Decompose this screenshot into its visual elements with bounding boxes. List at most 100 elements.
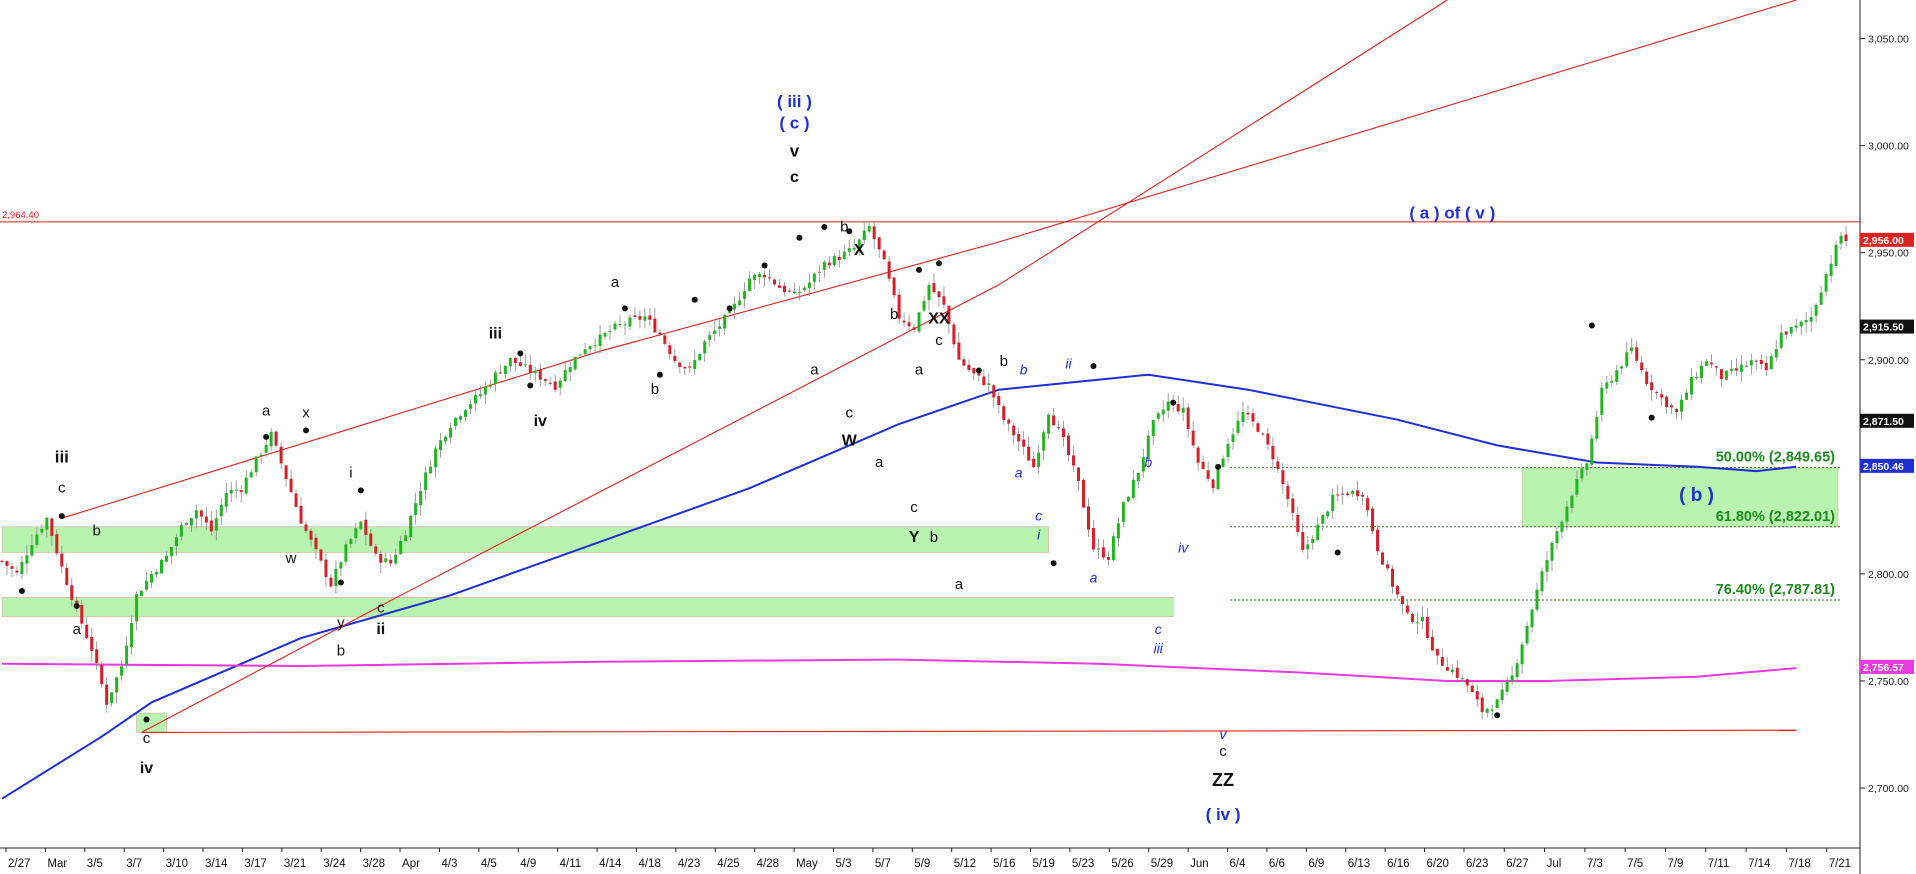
candle-body [419,491,423,506]
candle-body [1565,506,1569,522]
x-tick-label: Apr [402,858,420,870]
candle-body [1635,347,1639,361]
wave-label: b [337,642,345,659]
pivot-point [1170,399,1177,406]
price-marker-label: 2,915.50 [1863,322,1904,334]
candle-body [603,333,607,337]
wave-label: iv [534,413,547,430]
x-tick-label: 4/5 [481,858,497,870]
candle-body [299,505,303,524]
wave-label: i [1037,527,1041,543]
wave-label: c [846,405,854,422]
candle-body [598,334,602,347]
candle-body [623,324,627,326]
candle-body [1151,419,1155,436]
resistance-line-label: 2,964.40 [2,210,39,221]
candle-body [1645,371,1649,385]
candle-body [1610,380,1614,383]
candle-body [1690,376,1694,395]
x-tick-label: 7/3 [1587,858,1603,870]
candle-body [1670,405,1674,408]
candle-body [1301,531,1305,550]
wave-label: a [875,454,884,471]
wave-label: b [1144,454,1152,470]
candle-body [145,580,149,590]
moving-average-line-1 [1,658,1797,682]
pivot-point [263,433,270,440]
candle-body [1062,428,1066,438]
candle-body [289,478,293,493]
candle-body [942,296,946,305]
candle-body [1625,352,1629,367]
candle-body [1590,438,1594,465]
fib-label: 61.80% (2,822.01) [1716,509,1835,525]
candle-body [478,394,482,397]
pivot-points [18,223,1655,723]
candle-body [1595,416,1599,439]
candle-body [773,279,776,285]
x-tick-label: 6/27 [1506,858,1528,870]
candle-body [1410,613,1414,622]
wave-label: b [1020,362,1028,378]
candle-body [319,549,323,561]
candle-body [797,291,801,294]
candle-body [1326,511,1330,517]
candle-body [678,362,682,368]
candle-body [1231,434,1235,442]
candle-body [698,354,702,361]
price-marker-label: 2,956.00 [1863,235,1904,247]
x-tick-label: 4/23 [678,858,700,870]
candle-body [404,535,408,542]
candle-body [473,394,477,404]
candle-body [65,567,69,585]
candle-body [1351,490,1355,494]
candle-body [837,256,841,261]
candle-body [429,466,433,474]
candle-body [1615,370,1619,382]
x-tick-label: 3/28 [363,858,385,870]
wave-label: v [790,141,800,160]
candle-body [1226,443,1230,458]
candle-body [1749,360,1753,366]
pivot-point [1090,363,1097,370]
horizontal-line-layer: 2,964.40 [0,210,1860,223]
candle-body [1136,472,1140,482]
x-tick-label: 7/14 [1748,858,1771,870]
price-marker-label: 2,850.46 [1863,461,1904,473]
candle-body [468,404,472,409]
candle-body [1067,435,1071,456]
candle-body [1131,479,1135,499]
candlestick-layer [0,221,1848,720]
candle-body [1321,514,1325,524]
candle-body [120,666,124,676]
candle-body [20,561,24,575]
candle-body [164,555,168,562]
pivot-point [796,234,803,241]
candle-body [1540,571,1544,592]
candle-body [1580,468,1584,479]
price-marker-box [1860,413,1914,428]
candle-body [733,303,737,310]
candle-body [349,539,353,544]
candle-body [937,291,941,298]
y-tick-label: 2,700.00 [1868,783,1909,795]
candle-body [1271,445,1275,460]
candle-body [339,562,343,569]
pivot-point [726,305,733,312]
wave-label: x [302,405,310,422]
wave-label: c [790,169,799,186]
candle-body [1376,529,1380,552]
candle-body [1052,415,1056,426]
x-tick-label: 3/21 [284,858,306,870]
candle-body [389,559,393,564]
candle-body [1391,568,1394,587]
candle-body [1779,332,1783,348]
moving-average-line-0 [1,373,1797,800]
candle-body [1017,433,1021,442]
wave-label: c [935,332,943,349]
candle-body [1794,325,1798,328]
candle-body [1186,407,1190,430]
candle-body [10,566,14,569]
candle-body [0,560,4,562]
candle-body [1072,455,1076,466]
